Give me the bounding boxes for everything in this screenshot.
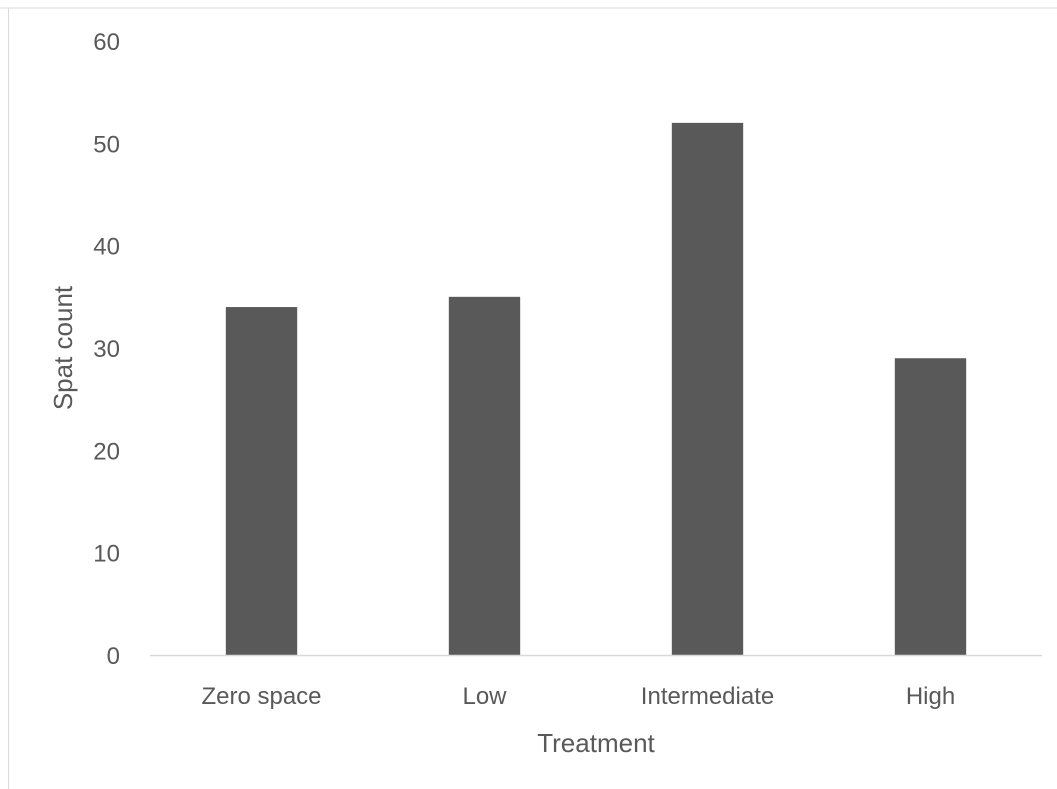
y-tick-label: 40 (93, 234, 120, 261)
bar-low (448, 296, 521, 655)
x-axis-title: Treatment (537, 728, 655, 758)
bar-high (894, 358, 967, 655)
y-tick-label: 50 (93, 131, 120, 158)
y-axis-ticks: 0 10 20 30 40 50 60 (93, 29, 120, 670)
y-tick-label: 10 (93, 541, 120, 568)
bars (225, 122, 967, 655)
x-tick-label: Low (462, 683, 507, 710)
y-axis-title: Spat count (48, 285, 78, 410)
y-tick-label: 20 (93, 438, 120, 465)
y-tick-label: 0 (107, 643, 120, 670)
x-tick-label: Zero space (201, 683, 321, 710)
y-tick-label: 60 (93, 29, 120, 56)
y-tick-label: 30 (93, 336, 120, 363)
x-axis-ticks: Zero space Low Intermediate High (201, 683, 955, 710)
x-tick-label: Intermediate (641, 683, 774, 710)
bar-zero-space (225, 307, 298, 655)
bar-intermediate (671, 122, 744, 655)
x-tick-label: High (906, 683, 955, 710)
